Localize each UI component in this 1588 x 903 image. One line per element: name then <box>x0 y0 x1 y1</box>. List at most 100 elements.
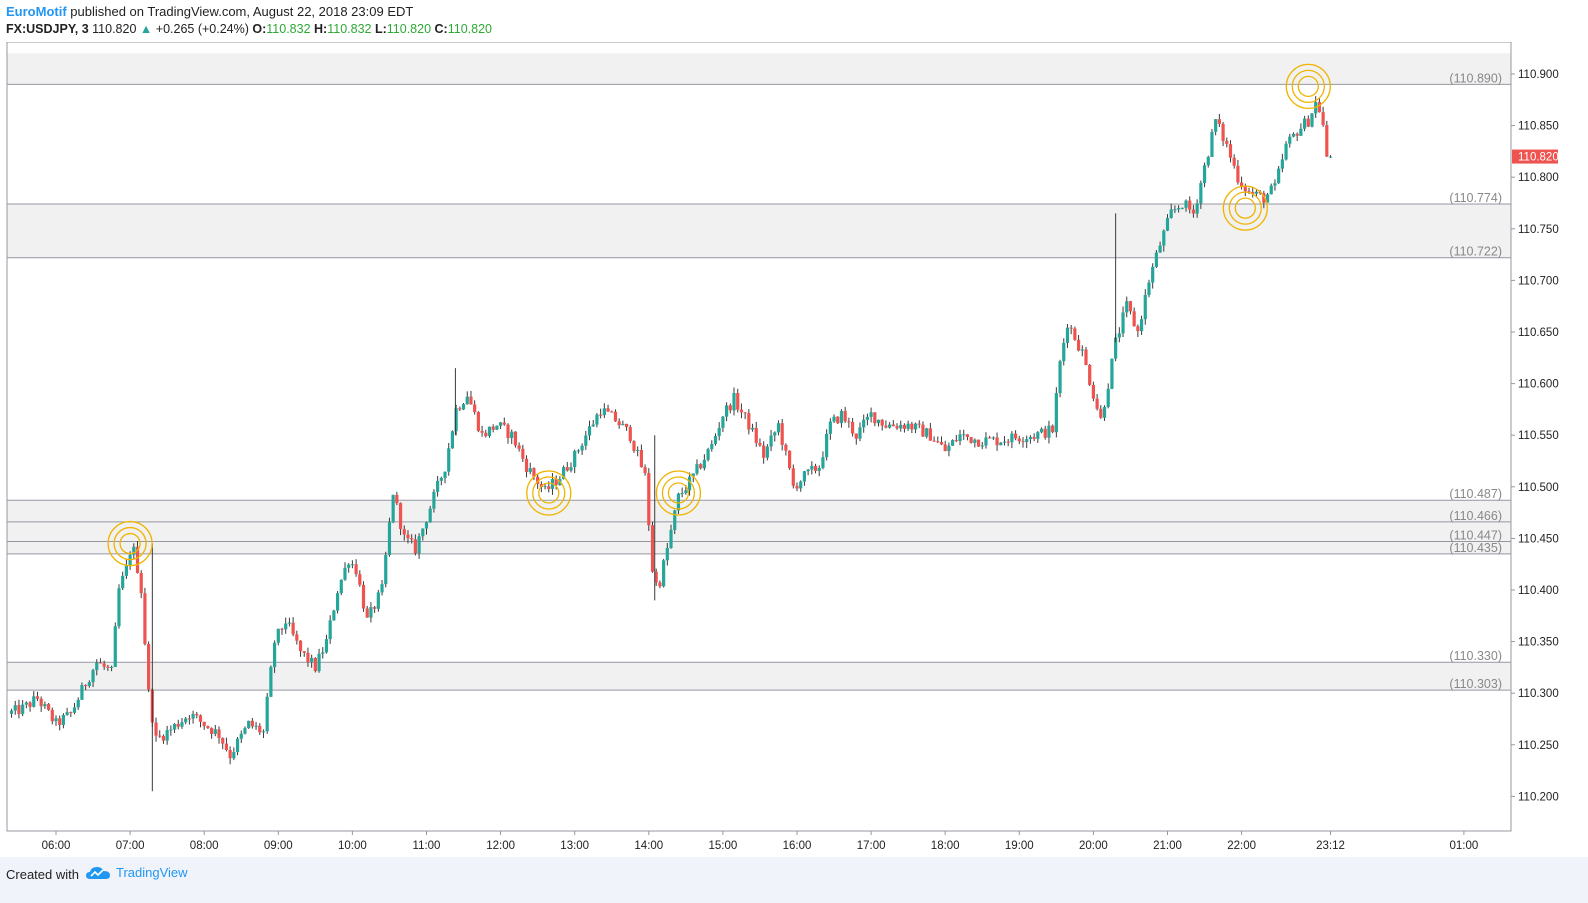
highlight-circle <box>1234 197 1256 219</box>
candle-down <box>17 705 21 715</box>
candle-down <box>910 423 914 430</box>
candle-up <box>1025 439 1029 443</box>
candle-down <box>880 419 884 426</box>
x-tick-label: 14:00 <box>634 840 663 852</box>
candle-up <box>61 715 66 725</box>
candle-up <box>528 468 532 472</box>
candle-up <box>391 494 395 523</box>
candle-down <box>787 450 792 469</box>
candle-down <box>1225 140 1229 145</box>
plot-frame <box>6 41 1512 832</box>
candle-up <box>662 560 666 587</box>
candle-down <box>895 426 899 429</box>
candle-down <box>847 421 851 423</box>
y-tick-label: 110.750 <box>1518 224 1559 236</box>
candle-down <box>373 607 377 609</box>
candle-up <box>43 704 47 707</box>
x-tick-label: 12:00 <box>486 840 515 852</box>
candle-up <box>247 720 251 729</box>
candle-up <box>1065 327 1070 343</box>
candle-down <box>291 622 295 635</box>
candle-up <box>621 423 625 426</box>
candle-down <box>502 422 506 425</box>
candle-down <box>617 421 621 426</box>
candle-down <box>484 432 488 437</box>
candle-up <box>569 467 573 471</box>
candle-down <box>891 424 895 427</box>
candle-down <box>395 494 399 504</box>
highlight-circle <box>107 520 153 567</box>
candle-up <box>1102 406 1107 418</box>
candle-down <box>628 427 632 442</box>
candle-up <box>710 443 714 450</box>
candle-up <box>1028 436 1033 440</box>
x-tick-label: 17:00 <box>857 840 886 852</box>
candle-up <box>1165 217 1170 231</box>
candle-up <box>1328 156 1333 158</box>
candle-up <box>1273 183 1277 186</box>
candlestick-chart[interactable]: (110.890) (110.774) (110.722) (110.487) (110… <box>0 41 1588 857</box>
candle-down <box>361 584 366 609</box>
candle-down <box>295 634 299 641</box>
candle-down <box>298 640 303 652</box>
candle-up <box>825 433 829 458</box>
highlight-circle <box>1285 63 1331 110</box>
candle-up <box>265 696 269 732</box>
candle-up <box>24 702 28 705</box>
ohlc-legend: FX:USDJPY, 3 110.820 ▲ +0.265 (+0.24%) O… <box>6 22 492 36</box>
candle-up <box>95 662 99 671</box>
candle-down <box>739 409 744 413</box>
candle-up <box>495 425 499 430</box>
candle-down <box>35 696 40 699</box>
candle-down <box>413 539 417 554</box>
candle-down <box>524 458 529 472</box>
candle-up <box>1288 136 1292 144</box>
chart-area[interactable]: (110.890) (110.774) (110.722) (110.487) (110… <box>0 41 1588 857</box>
candle-up <box>1158 245 1162 253</box>
candle-down <box>1088 365 1092 385</box>
highlight-circle <box>661 476 696 510</box>
candle-down <box>491 426 495 430</box>
candle-down <box>476 412 480 431</box>
tradingview-logo-link[interactable]: TradingView <box>86 865 188 880</box>
candle-down <box>1051 425 1055 433</box>
candle-up <box>1062 342 1066 362</box>
candle-up <box>776 423 781 433</box>
candle-up <box>235 738 240 752</box>
x-tick-label: 07:00 <box>116 840 145 852</box>
candle-down <box>976 439 981 447</box>
candle-up <box>1106 388 1110 407</box>
y-tick-label: 110.250 <box>1518 740 1559 752</box>
candle-up <box>343 567 347 580</box>
open-value: 110.832 <box>266 22 311 36</box>
low-value: 110.820 <box>386 22 432 36</box>
author-link[interactable]: EuroMotif <box>6 4 67 19</box>
candle-up <box>1184 200 1188 208</box>
candle-down <box>154 722 158 736</box>
candle-up <box>510 431 514 439</box>
candle-down <box>50 709 54 722</box>
candle-down <box>358 574 362 585</box>
candle-up <box>272 642 277 668</box>
candle-up <box>172 723 177 730</box>
candle-up <box>276 628 280 643</box>
highlight-circle <box>1297 75 1319 98</box>
candle-up <box>350 564 354 566</box>
candle-up <box>443 471 447 478</box>
up-arrow-icon: ▲ <box>139 22 153 36</box>
candle-down <box>354 564 358 575</box>
candle-down <box>1217 119 1221 124</box>
candle-up <box>799 481 803 489</box>
candle-up <box>687 476 692 491</box>
candle-down <box>1095 398 1099 409</box>
y-tick-label: 110.800 <box>1518 172 1559 184</box>
zone-band-3 <box>7 662 1511 691</box>
candle-up <box>1110 358 1114 389</box>
candle-up <box>717 427 721 436</box>
candle-up <box>1058 361 1062 394</box>
candle-up <box>1206 156 1210 166</box>
highlight-circle <box>1222 185 1268 231</box>
zone-band-0 <box>7 53 1511 85</box>
candle-up <box>439 477 443 481</box>
candle-up <box>1047 425 1051 438</box>
